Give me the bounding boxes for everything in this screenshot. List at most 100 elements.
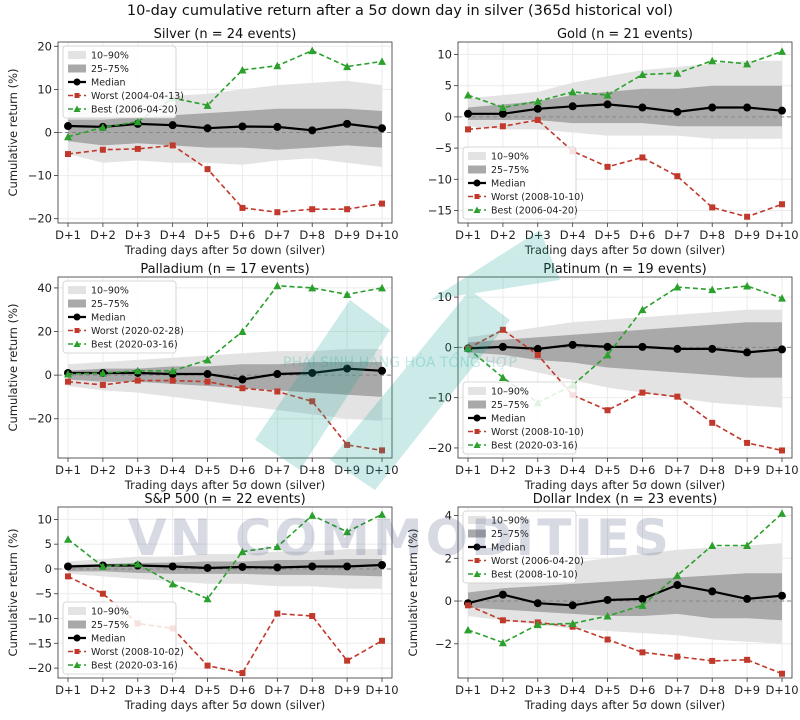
x-tick-label: D+1 xyxy=(55,228,81,242)
data-point-best xyxy=(638,70,647,78)
data-point-median xyxy=(273,122,282,131)
series-line-median xyxy=(67,563,383,570)
legend-label: 10–90% xyxy=(491,387,529,398)
x-tick-label: D+1 xyxy=(55,683,81,697)
data-point-best xyxy=(603,612,612,620)
y-tick-label: −10 xyxy=(428,391,452,405)
x-tick-label: D+5 xyxy=(195,228,221,242)
y-tick-label: −5 xyxy=(35,587,52,601)
x-tick-label: D+7 xyxy=(664,463,690,477)
legend-marker-worst xyxy=(74,93,80,98)
legend-label: Median xyxy=(491,179,526,190)
x-axis-label: Trading days after 5σ down (silver) xyxy=(524,698,725,712)
chart-title: Gold (n = 21 events) xyxy=(557,27,693,42)
data-point-median xyxy=(708,344,717,353)
x-tick-label: D+10 xyxy=(765,463,798,477)
y-tick-label: −10 xyxy=(28,612,52,626)
x-tick-label: D+4 xyxy=(160,683,186,697)
x-tick-label: D+1 xyxy=(55,463,81,477)
y-tick-label: 0 xyxy=(45,562,52,576)
series-line-worst xyxy=(467,328,783,452)
figure-title: 10-day cumulative return after a 5σ down… xyxy=(126,3,674,19)
data-point-median xyxy=(533,104,542,113)
data-point-median xyxy=(308,368,317,377)
data-point-worst xyxy=(204,662,211,669)
legend-label: 10–90% xyxy=(91,51,129,62)
data-point-worst xyxy=(534,351,541,358)
x-tick-label: D+4 xyxy=(560,683,586,697)
x-tick-label: D+5 xyxy=(595,463,621,477)
legend-label: Median xyxy=(91,634,126,645)
x-tick-label: D+5 xyxy=(595,683,621,697)
data-point-worst xyxy=(379,637,385,644)
x-tick-label: D+10 xyxy=(365,463,398,477)
legend-box xyxy=(462,510,577,584)
data-point-worst xyxy=(204,378,211,385)
legend-label: 25–75% xyxy=(491,529,529,540)
y-tick-label: −20 xyxy=(428,441,452,455)
data-point-worst xyxy=(744,439,751,446)
legend-label: Median xyxy=(91,313,126,324)
x-tick-label: D+6 xyxy=(230,683,256,697)
data-point-median xyxy=(743,348,752,357)
x-tick-label: D+10 xyxy=(765,228,798,242)
data-point-worst xyxy=(639,154,646,161)
chart-platinum: Platinum (n = 19 events) −20 −10 0 10 D+1 D+2 D… xyxy=(428,262,799,492)
data-point-best xyxy=(98,123,107,131)
data-point-median xyxy=(203,563,212,572)
y-tick-label: 20 xyxy=(37,325,52,339)
y-tick-label: 10 xyxy=(37,512,52,526)
data-point-median xyxy=(378,124,386,133)
data-point-best xyxy=(203,101,212,109)
data-point-best xyxy=(778,509,786,517)
data-point-median xyxy=(708,103,717,112)
data-point-best xyxy=(708,56,717,65)
data-point-worst xyxy=(99,381,106,388)
x-tick-label: D+5 xyxy=(595,228,621,242)
x-tick-label: D+4 xyxy=(160,228,186,242)
data-point-worst xyxy=(779,201,785,208)
data-point-median xyxy=(603,100,612,109)
chart-title: Palladium (n = 17 events) xyxy=(140,262,309,277)
data-point-worst xyxy=(709,419,716,426)
data-point-best xyxy=(778,294,786,302)
data-point-best xyxy=(98,562,107,570)
y-axis-label: Cumulative return (%) xyxy=(6,68,20,196)
legend-swatch-band-25-75 xyxy=(68,64,86,73)
plot-frame xyxy=(57,506,393,679)
legend-swatch-band-25-75 xyxy=(468,529,486,538)
data-point-best xyxy=(464,91,472,99)
y-tick-label: −20 xyxy=(28,412,52,426)
y-axis-label: Cumulative return (%) xyxy=(6,528,20,656)
data-point-worst xyxy=(239,204,246,211)
data-point-best xyxy=(168,366,177,375)
series-line-worst xyxy=(67,379,383,452)
series-line-median xyxy=(467,583,783,607)
data-point-worst xyxy=(465,602,471,609)
data-point-median xyxy=(308,562,317,571)
y-tick-label: 5 xyxy=(45,537,52,551)
x-tick-label: D+6 xyxy=(230,228,256,242)
data-point-best xyxy=(498,103,507,112)
data-point-median xyxy=(343,562,352,571)
series-line-median xyxy=(468,103,783,115)
x-tick-label: D+7 xyxy=(264,463,290,477)
data-point-best xyxy=(603,91,612,99)
y-tick-label: −15 xyxy=(28,636,52,650)
data-point-median xyxy=(673,344,682,353)
data-point-worst xyxy=(604,636,611,643)
x-tick-label: D+9 xyxy=(734,228,760,242)
series-line-best xyxy=(467,512,783,644)
legend-marker-worst xyxy=(474,429,480,434)
x-tick-label: D+2 xyxy=(90,463,116,477)
data-point-best xyxy=(238,327,247,336)
data-point-worst xyxy=(134,145,141,152)
legend-box xyxy=(62,601,177,675)
data-point-best xyxy=(273,542,282,551)
data-point-best xyxy=(673,571,682,579)
data-point-best xyxy=(343,527,352,536)
legend-swatch-band-10-90 xyxy=(468,516,486,524)
chart-gold: Gold (n = 21 events) −15 −10 −5 0 5 10 D+1 D+2 D+… xyxy=(428,27,799,257)
y-tick-label: 40 xyxy=(37,281,52,295)
data-point-median xyxy=(568,102,577,111)
